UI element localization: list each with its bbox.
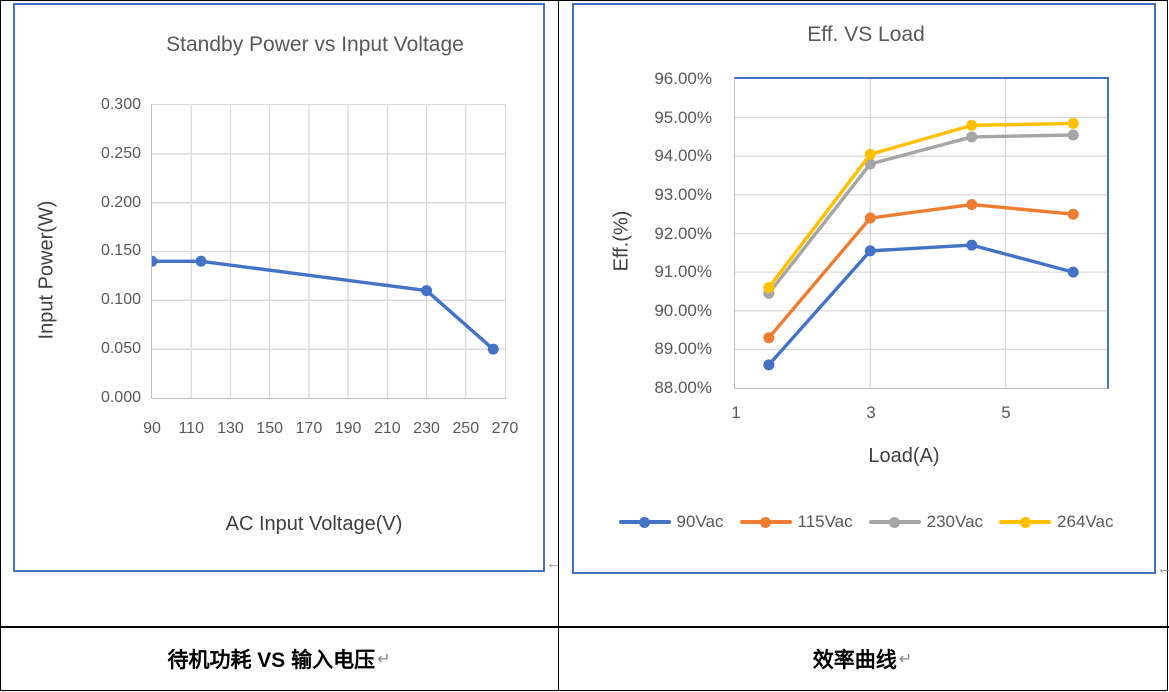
right-x-axis-title: Load(A) (868, 445, 940, 467)
left-chart-title: Standby Power vs Input Voltage (166, 33, 464, 56)
left-x-axis-tick-labels: 90 110 130 150 170 190 210 230 250 270 (134, 420, 523, 438)
legend-item-230vac: 230Vac (868, 512, 984, 532)
paragraph-anchor-mark: ← (546, 555, 561, 572)
paragraph-anchor-mark: ← (1157, 560, 1169, 577)
x-tick: 90 (143, 420, 161, 437)
right-x-axis-tick-labels: 1 3 5 (716, 403, 1026, 423)
legend-line-marker-icon (618, 516, 671, 528)
y-tick: 94.00% (654, 146, 712, 166)
legend-item-90vac: 90Vac (618, 512, 724, 532)
x-tick: 270 (491, 420, 519, 437)
y-tick: 89.00% (654, 339, 712, 359)
legend-line-marker-icon (999, 516, 1052, 528)
standby-power-series (152, 105, 505, 398)
x-tick: 110 (178, 420, 204, 437)
x-tick: 190 (334, 420, 362, 437)
y-tick: 93.00% (654, 184, 712, 204)
x-tick: 3 (866, 403, 876, 422)
y-tick: 0.100 (100, 291, 141, 309)
legend-line-marker-icon (868, 516, 921, 528)
right-y-axis-tick-labels: 96.00% 95.00% 94.00% 93.00% 92.00% 91.00… (574, 70, 712, 397)
right-plot-area (734, 76, 1109, 389)
left-caption-text: 待机功耗 VS 输入电压 (167, 648, 376, 672)
standby-power-chart-object[interactable]: Standby Power vs Input Voltage Input Pow… (13, 3, 545, 572)
y-tick: 0.250 (100, 144, 141, 162)
y-tick: 88.00% (654, 378, 712, 397)
table-row-divider (0, 626, 1169, 628)
left-caption-cell[interactable]: 待机功耗 VS 输入电压 ↵ (0, 628, 558, 689)
right-chart-title: Eff. VS Load (807, 23, 925, 46)
x-tick: 130 (217, 420, 244, 437)
x-tick: 250 (452, 420, 480, 437)
left-y-axis-tick-labels: 0.300 0.250 0.200 0.150 0.100 0.050 0.00… (15, 96, 141, 407)
legend-item-264vac: 264Vac (999, 512, 1113, 532)
efficiency-series (735, 78, 1107, 388)
chart-legend: 90Vac 115Vac 230Vac 264Vac (594, 509, 1138, 535)
right-caption-text: 效率曲线 (812, 648, 897, 672)
y-tick: 0.000 (100, 388, 141, 406)
y-tick: 92.00% (654, 223, 712, 243)
y-tick: 91.00% (654, 262, 712, 282)
legend-label: 264Vac (1057, 512, 1114, 531)
legend-label: 115Vac (797, 512, 853, 531)
left-plot-area (151, 104, 506, 399)
x-tick: 150 (256, 420, 283, 437)
table-column-divider (557, 0, 559, 691)
x-tick: 230 (413, 420, 440, 437)
legend-line-marker-icon (739, 516, 792, 528)
end-of-cell-mark: ↵ (377, 650, 391, 668)
y-tick: 0.200 (100, 193, 141, 211)
left-x-axis-title: AC Input Voltage(V) (225, 513, 403, 535)
y-tick: 95.00% (654, 107, 712, 127)
x-tick: 210 (373, 420, 401, 437)
y-tick: 0.300 (100, 96, 141, 113)
x-tick: 5 (1001, 403, 1011, 422)
y-tick: 0.150 (100, 242, 141, 260)
y-tick: 96.00% (654, 69, 712, 88)
y-tick: 90.00% (654, 300, 712, 320)
efficiency-chart-object[interactable]: Eff. VS Load Eff.(%) 96.00% 95.00% 94.00… (572, 3, 1156, 574)
right-caption-cell[interactable]: 效率曲线 ↵ (559, 628, 1166, 689)
legend-item-115vac: 115Vac (739, 512, 853, 532)
end-of-cell-mark: ↵ (898, 650, 913, 668)
x-tick: 170 (295, 420, 323, 437)
legend-label: 90Vac (676, 512, 724, 531)
y-tick: 0.050 (100, 340, 141, 358)
x-tick: 1 (731, 403, 741, 422)
legend-label: 230Vac (926, 512, 984, 531)
